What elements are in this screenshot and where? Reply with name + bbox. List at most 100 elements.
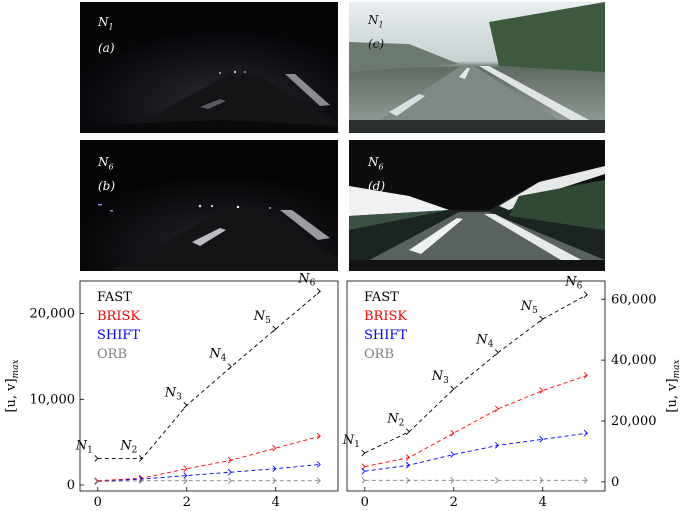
series-line-shift [97, 463, 321, 483]
point-label: N6 [297, 271, 315, 288]
chart-2: 0 2 4 0 20,000 40,000 60,000 [u, v]max FAST BRISK… [342, 275, 682, 510]
data-point-brisk [405, 454, 410, 461]
point-label: N1 [75, 438, 93, 455]
data-point-fast [316, 287, 321, 295]
data-point-brisk [227, 456, 232, 464]
data-point-shift [227, 468, 232, 476]
photo-node-label: N1 [98, 15, 114, 32]
series-line-fast [97, 290, 321, 459]
data-point-orb [272, 477, 277, 485]
data-point-shift [539, 435, 544, 443]
photo-tag: (b) [98, 179, 116, 193]
x-tick-label: 4 [539, 495, 547, 510]
legend-entry-orb: ORB [97, 347, 127, 362]
series-line-shift [364, 432, 588, 472]
legend-entry-orb: ORB [364, 347, 394, 362]
point-label: N4 [475, 333, 493, 350]
data-point-brisk [450, 429, 455, 437]
point-label: N2 [119, 438, 137, 455]
data-point-brisk [539, 387, 544, 394]
data-point-fast [539, 315, 544, 323]
photo-c-enhanced-road: N1 (c) [349, 2, 605, 133]
photo-node-label: N6 [98, 155, 114, 172]
data-point-orb [138, 477, 143, 485]
y-tick-label: 0 [67, 478, 75, 493]
data-point-brisk [138, 474, 143, 482]
data-point-shift [272, 465, 277, 473]
plot-frame [346, 280, 606, 492]
x-tick-label: 4 [272, 495, 280, 510]
data-point-fast [583, 291, 588, 299]
data-point-brisk [316, 432, 321, 440]
x-tick-label: 0 [94, 495, 102, 510]
data-point-fast [94, 455, 99, 462]
y-tick-label: 60,000 [611, 292, 657, 307]
series-line-brisk [97, 435, 321, 482]
photo-tag: (d) [368, 179, 386, 193]
y-tick-label: 0 [611, 475, 619, 490]
data-point-orb [583, 477, 588, 484]
y-axis-label: [u, v]max [665, 359, 682, 412]
point-label: N5 [253, 309, 271, 326]
y-tick-label: 40,000 [611, 353, 657, 368]
legend-entry-shift: SHIFT [97, 328, 140, 343]
x-tick-label: 2 [183, 495, 191, 510]
data-point-brisk [583, 372, 588, 379]
data-point-orb [227, 477, 232, 485]
data-point-fast [494, 349, 499, 356]
legend-entry-fast: FAST [97, 290, 132, 305]
data-point-orb [539, 477, 544, 484]
plot-frame [79, 280, 339, 492]
photo-tag: (a) [98, 41, 115, 55]
legend-entry-brisk: BRISK [364, 309, 407, 324]
data-point-fast [227, 363, 232, 371]
photo-d-enhanced-road: N6 (d) [349, 140, 605, 271]
data-point-fast [450, 385, 455, 393]
photo-node-label: N6 [368, 155, 384, 172]
point-label: N4 [208, 347, 226, 364]
chart-1: 0 2 4 0 10,000 20,000 [u, v]max FAST BRISK SHIFT O… [4, 271, 339, 510]
data-point-fast [272, 325, 277, 333]
series-line-brisk [364, 374, 588, 468]
data-point-orb [183, 477, 188, 485]
x-tick-label: 0 [361, 495, 369, 510]
legend-entry-fast: FAST [364, 290, 399, 305]
point-label: N3 [164, 385, 182, 402]
photo-a-night-road: N1 (a) [80, 2, 338, 133]
point-label: N6 [564, 275, 582, 292]
data-point-orb [316, 477, 321, 485]
data-point-shift [183, 472, 188, 479]
point-label: N2 [386, 412, 404, 429]
y-tick-label: 10,000 [30, 392, 76, 407]
legend-entry-shift: SHIFT [364, 328, 407, 343]
y-tick-label: 20,000 [30, 307, 76, 322]
data-point-orb [450, 477, 455, 484]
data-point-shift [361, 467, 366, 475]
data-point-orb [405, 477, 410, 484]
data-point-orb [361, 477, 366, 484]
legend-entry-brisk: BRISK [97, 309, 140, 324]
data-point-shift [450, 451, 455, 458]
series-line-orb [97, 480, 321, 483]
data-point-shift [405, 461, 410, 469]
data-point-shift [494, 442, 499, 449]
x-tick-label: 2 [450, 495, 458, 510]
point-label: N1 [342, 433, 360, 450]
series-line-fast [364, 294, 588, 454]
data-point-shift [583, 429, 588, 437]
data-point-fast [405, 428, 410, 435]
photo-node-label: N1 [368, 13, 384, 30]
data-point-brisk [272, 444, 277, 452]
data-point-orb [94, 478, 99, 485]
y-tick-label: 20,000 [611, 414, 657, 429]
data-point-orb [494, 477, 499, 484]
photo-tag: (c) [368, 37, 385, 51]
data-point-shift [316, 461, 321, 468]
data-point-fast [183, 401, 188, 409]
y-axis-label: [u, v]max [4, 359, 21, 412]
photo-b-night-road: N6 (b) [80, 140, 338, 271]
point-label: N5 [520, 299, 538, 316]
data-point-brisk [183, 465, 188, 473]
data-point-fast [361, 449, 366, 457]
